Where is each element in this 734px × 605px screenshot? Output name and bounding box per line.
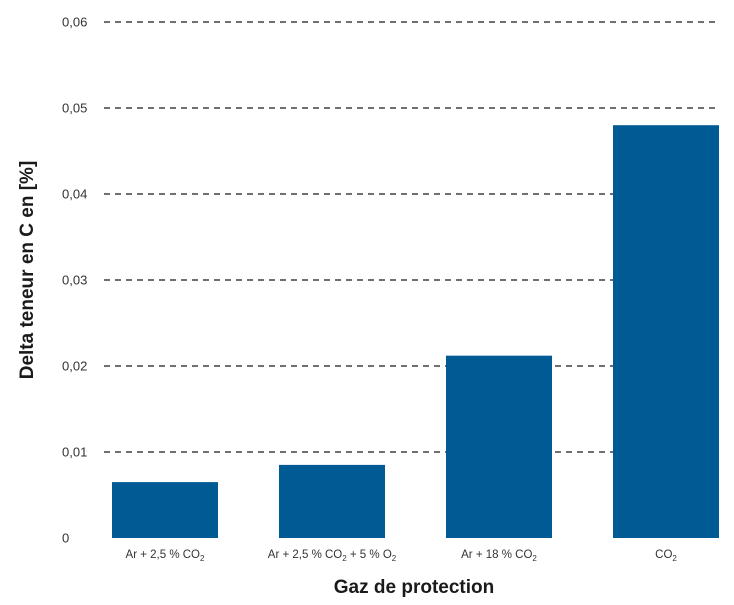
y-tick-label: 0,05: [62, 101, 87, 116]
y-tick-label: 0,04: [62, 187, 87, 202]
x-tick-label: Ar + 18 % CO2: [461, 549, 537, 563]
x-tick-labels: Ar + 2,5 % CO2 Ar + 2,5 % CO2 + 5 % O2 Ar …: [126, 549, 678, 563]
x-tick-label: CO2: [655, 549, 677, 563]
y-tick-label: 0,02: [62, 359, 87, 374]
bar: [613, 125, 719, 538]
bars: [112, 125, 719, 538]
x-tick-label: Ar + 2,5 % CO2 + 5 % O2: [268, 549, 397, 563]
bar: [446, 355, 552, 538]
y-tick-label: 0,03: [62, 273, 87, 288]
bar: [112, 482, 218, 538]
x-tick-label: Ar + 2,5 % CO2: [126, 549, 205, 563]
y-tick-label: 0: [62, 531, 69, 546]
y-tick-label: 0,06: [62, 15, 87, 30]
bar: [279, 464, 385, 538]
y-tick-labels: 0 0,01 0,02 0,03 0,04 0,05 0,06: [62, 15, 87, 546]
y-axis-title: Delta teneur en C en [%]: [17, 161, 38, 380]
y-tick-label: 0,01: [62, 445, 87, 460]
x-axis-title: Gaz de protection: [334, 577, 494, 598]
